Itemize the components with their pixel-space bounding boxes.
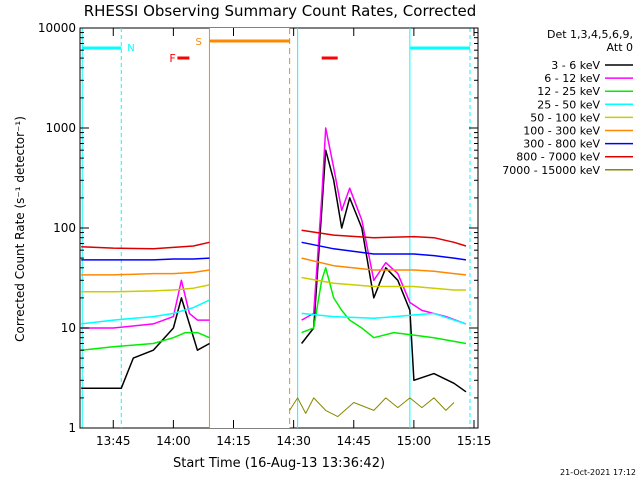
y-tick-label: 1000 (45, 121, 76, 135)
legend-entry-label: 800 - 7000 keV (516, 151, 600, 164)
legend-entry-label: 7000 - 15000 keV (502, 164, 600, 177)
legend-header: Det 1,3,4,5,6,9, (547, 28, 633, 41)
legend-entry-label: 300 - 800 keV (523, 138, 600, 151)
y-tick-label: 100 (53, 221, 76, 235)
legend-entry-label: 12 - 25 keV (537, 85, 600, 98)
y-tick-label: 10000 (38, 21, 76, 35)
y-tick-label: 10 (61, 321, 76, 335)
series-line-8 (81, 229, 467, 250)
flare-flag-label: F (169, 52, 175, 65)
legend-entry-label: 3 - 6 keV (551, 59, 600, 72)
series-line-4 (81, 299, 467, 325)
saa-flag-label: S (195, 37, 201, 48)
chart-title: RHESSI Observing Summary Count Rates, Co… (84, 2, 477, 20)
legend-entry-label: 100 - 300 keV (523, 125, 600, 138)
x-tick-label: 14:15 (216, 434, 251, 448)
y-axis-label: Corrected Count Rate (s⁻¹ detector⁻¹) (13, 116, 27, 342)
series-line-3 (81, 267, 467, 351)
annotations-layer: N F S (81, 28, 471, 428)
x-tick-label: 14:00 (156, 434, 191, 448)
x-tick-label: 13:45 (96, 434, 131, 448)
x-tick-label: 15:15 (457, 434, 492, 448)
data-gap (209, 28, 290, 428)
x-tick-label: 15:00 (397, 434, 432, 448)
y-tick-label: 1 (68, 421, 76, 435)
legend-entry-label: 50 - 100 keV (530, 111, 600, 124)
series-line-5 (81, 276, 466, 293)
series-line-2 (81, 127, 467, 329)
x-tick-label: 14:45 (336, 434, 371, 448)
legend-entry-label: 6 - 12 keV (544, 72, 600, 85)
series-line-7 (81, 241, 467, 261)
series-layer (81, 127, 467, 418)
legend-entry-label: 25 - 50 keV (537, 98, 600, 111)
series-line-9 (289, 397, 455, 418)
x-axis-label: Start Time (16-Aug-13 13:36:42) (173, 456, 385, 471)
series-line-6 (81, 257, 467, 276)
legend-header: Att 0 (607, 41, 633, 54)
footer-timestamp: 21-Oct-2021 17:12 (560, 468, 636, 477)
night-flag-label: N (127, 43, 134, 54)
series-line-1 (81, 149, 467, 393)
axes-layer: 13:45 14:00 14:15 14:30 14:45 15:00 15:15 1 10 10… (38, 21, 491, 448)
x-tick-label: 14:30 (276, 434, 311, 448)
